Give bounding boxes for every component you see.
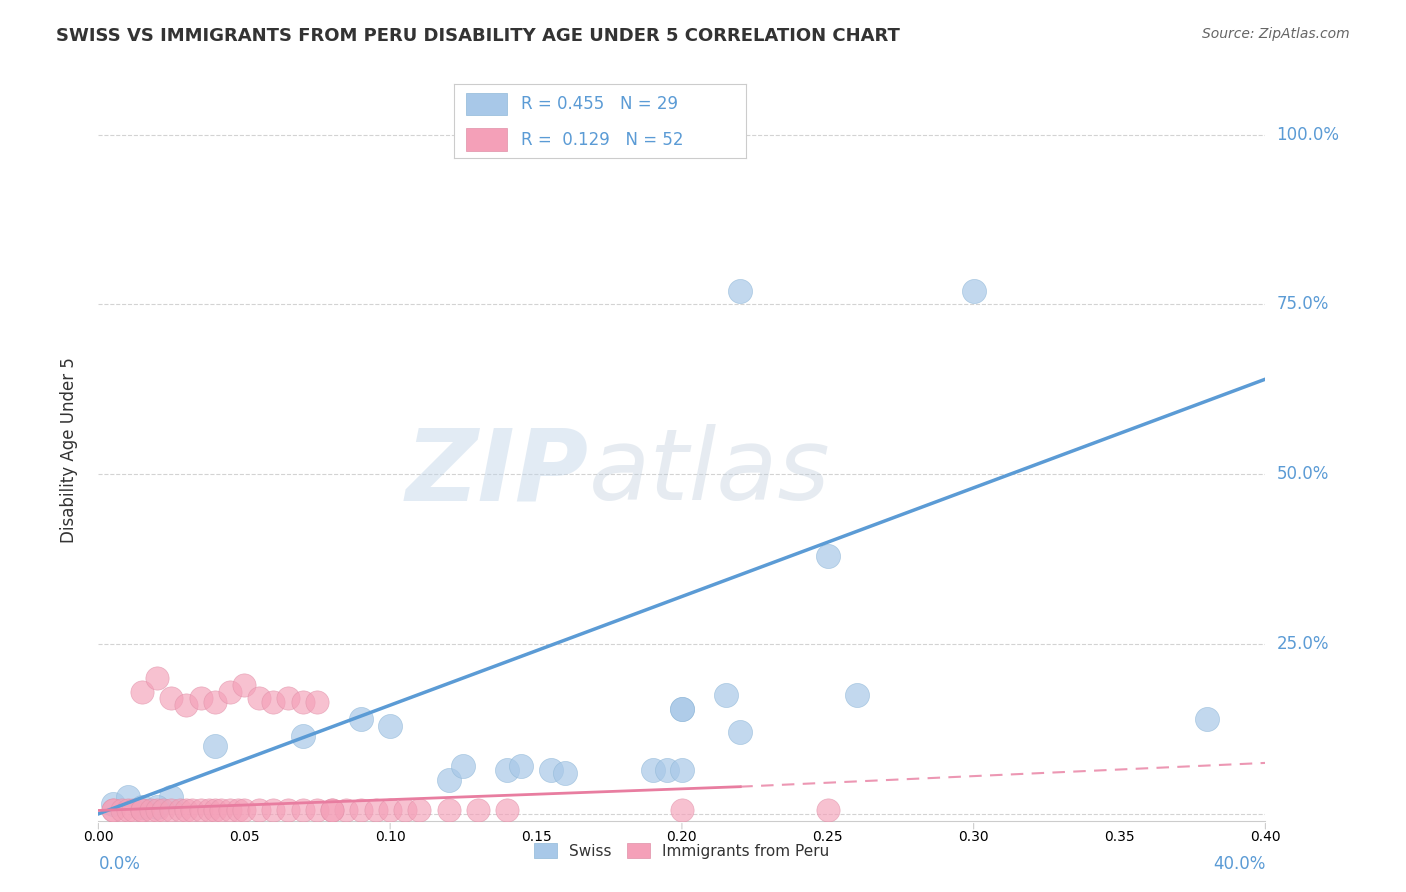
Point: [291, 804, 314, 818]
Point: [247, 691, 270, 706]
Point: [380, 718, 402, 732]
Point: [152, 804, 174, 818]
Point: [233, 804, 256, 818]
Point: [131, 804, 153, 818]
Point: [190, 691, 212, 706]
Point: [117, 804, 139, 818]
Point: [180, 804, 202, 818]
Point: [218, 684, 240, 698]
Point: [291, 729, 314, 743]
Point: [160, 789, 183, 804]
Point: [467, 804, 489, 818]
Point: [160, 804, 183, 818]
Point: [496, 763, 519, 777]
Point: [962, 284, 984, 298]
Point: [408, 804, 430, 818]
Point: [671, 763, 693, 777]
Text: 0.0%: 0.0%: [98, 855, 141, 873]
Point: [321, 804, 343, 818]
Point: [307, 804, 329, 818]
Point: [540, 763, 562, 777]
Point: [1195, 712, 1218, 726]
Point: [117, 789, 139, 804]
Text: atlas: atlas: [589, 425, 830, 521]
Text: 100.0%: 100.0%: [1277, 126, 1340, 144]
Point: [277, 691, 299, 706]
Text: Source: ZipAtlas.com: Source: ZipAtlas.com: [1202, 27, 1350, 41]
Point: [146, 671, 169, 685]
Point: [846, 688, 869, 702]
Legend: Swiss, Immigrants from Peru: Swiss, Immigrants from Peru: [529, 837, 835, 865]
Point: [714, 688, 737, 702]
Point: [307, 695, 329, 709]
Text: ZIP: ZIP: [405, 425, 589, 521]
Point: [204, 739, 226, 753]
Point: [101, 804, 124, 818]
Text: 75.0%: 75.0%: [1277, 295, 1329, 313]
Point: [131, 800, 153, 814]
Point: [671, 804, 693, 818]
Text: 50.0%: 50.0%: [1277, 466, 1329, 483]
Point: [198, 804, 221, 818]
Point: [598, 128, 620, 142]
Point: [730, 725, 752, 739]
Point: [131, 684, 153, 698]
Point: [583, 128, 606, 142]
Point: [204, 695, 226, 709]
Point: [174, 804, 197, 818]
Text: SWISS VS IMMIGRANTS FROM PERU DISABILITY AGE UNDER 5 CORRELATION CHART: SWISS VS IMMIGRANTS FROM PERU DISABILITY…: [56, 27, 900, 45]
Y-axis label: Disability Age Under 5: Disability Age Under 5: [59, 358, 77, 543]
Point: [380, 804, 402, 818]
Point: [451, 759, 474, 773]
Text: 25.0%: 25.0%: [1277, 635, 1329, 653]
Point: [817, 804, 839, 818]
Point: [277, 804, 299, 818]
Point: [291, 695, 314, 709]
Point: [204, 804, 226, 818]
Point: [350, 804, 373, 818]
Point: [101, 804, 124, 818]
Point: [817, 549, 839, 563]
Point: [146, 804, 169, 818]
Point: [262, 804, 284, 818]
Point: [218, 804, 240, 818]
Point: [160, 691, 183, 706]
Point: [671, 701, 693, 715]
Point: [131, 804, 153, 818]
Point: [335, 804, 357, 818]
Point: [190, 804, 212, 818]
Point: [101, 797, 124, 811]
Point: [233, 678, 256, 692]
Point: [394, 804, 416, 818]
Point: [262, 695, 284, 709]
Point: [510, 759, 533, 773]
Point: [247, 804, 270, 818]
Point: [437, 772, 460, 787]
Point: [641, 763, 664, 777]
Point: [437, 804, 460, 818]
Text: 40.0%: 40.0%: [1213, 855, 1265, 873]
Point: [174, 698, 197, 713]
Point: [111, 804, 134, 818]
Point: [350, 712, 373, 726]
Point: [228, 804, 250, 818]
Point: [122, 804, 145, 818]
Point: [554, 766, 576, 780]
Point: [146, 800, 169, 814]
Point: [321, 804, 343, 818]
Point: [209, 804, 232, 818]
Point: [671, 701, 693, 715]
Point: [364, 804, 387, 818]
Point: [139, 804, 162, 818]
Point: [496, 804, 519, 818]
Point: [169, 804, 191, 818]
Point: [730, 284, 752, 298]
Point: [657, 763, 679, 777]
